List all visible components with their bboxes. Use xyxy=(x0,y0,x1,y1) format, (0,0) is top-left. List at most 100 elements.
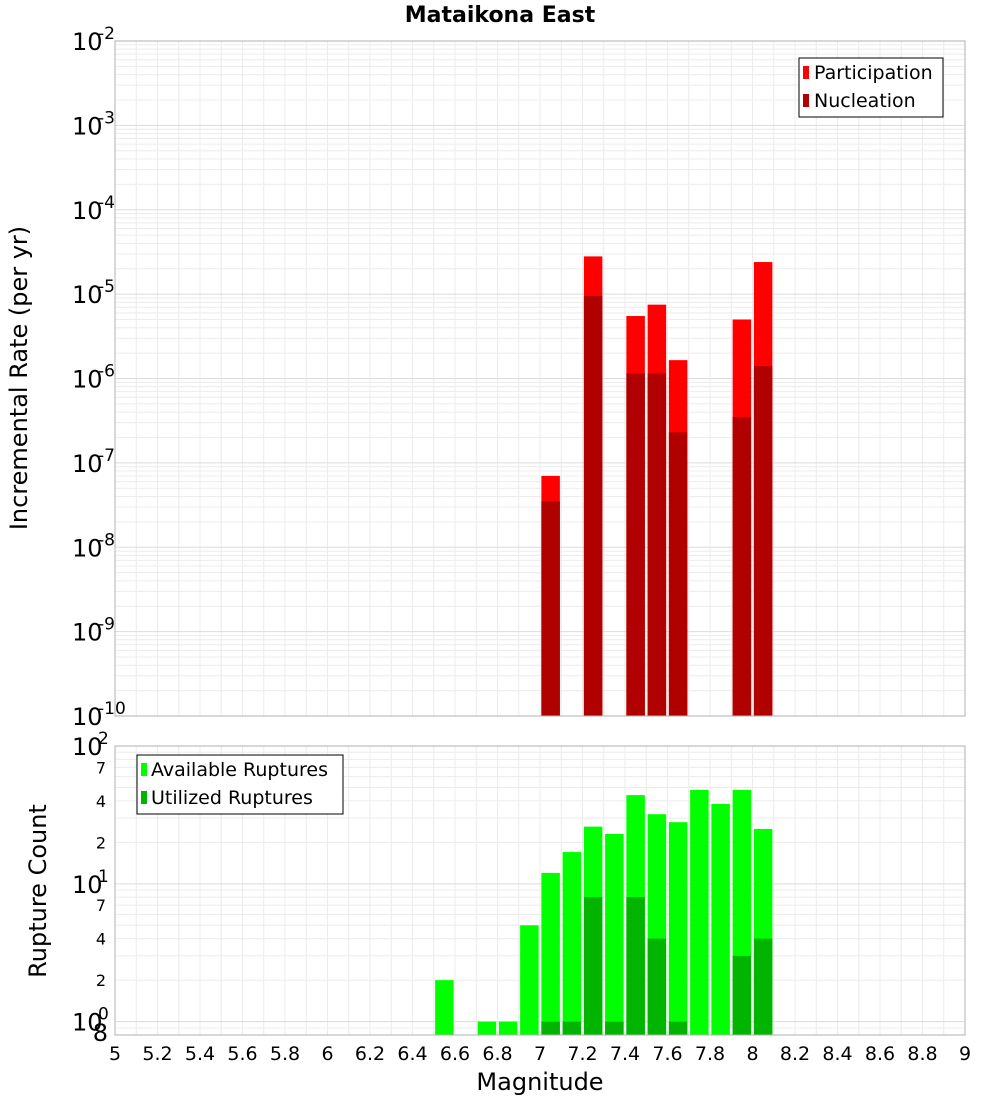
bottom-y-minor-tick: 2 xyxy=(96,971,106,990)
bottom-y-tick-exponent: 0 xyxy=(98,1005,109,1025)
bottom-bar-0 xyxy=(435,980,454,1035)
top-y-tick-base: 10 xyxy=(72,28,103,56)
top-y-tick-base: 10 xyxy=(72,619,103,647)
bottom-bar-1 xyxy=(583,897,603,1035)
chart-title: Mataikona East xyxy=(405,3,596,28)
bottom-bar-0 xyxy=(711,803,730,1035)
x-tick-label: 5.2 xyxy=(142,1043,172,1065)
bottom-bar-1 xyxy=(753,938,773,1035)
top-y-tick-base: 10 xyxy=(72,703,103,731)
top-bar-1 xyxy=(732,416,752,716)
top-legend: Participation Nucleation xyxy=(798,57,944,118)
bottom-bar-0 xyxy=(605,833,624,1035)
x-tick-label: 7.8 xyxy=(695,1043,725,1065)
bottom-bar-1 xyxy=(626,897,645,1035)
bottom-bar-0 xyxy=(690,789,709,1035)
x-tick-label: 8.2 xyxy=(780,1043,810,1065)
bottom-bar-1 xyxy=(647,938,667,1035)
legend-label-nucleation: Nucleation xyxy=(814,90,916,112)
legend-swatch-nucleation xyxy=(803,94,809,107)
legend-swatch-available xyxy=(141,763,147,776)
bottom-bar-1 xyxy=(562,1021,582,1035)
x-tick-label: 5.6 xyxy=(227,1043,257,1065)
legend-label-available: Available Ruptures xyxy=(151,759,328,781)
bottom-bar-0 xyxy=(562,852,582,1035)
bottom-y-minor-tick: 4 xyxy=(96,792,106,811)
bottom-y-minor-tick: 7 xyxy=(96,758,106,777)
top-y-tick-labels: 10-210-310-410-510-610-710-810-910-10 xyxy=(72,24,126,731)
x-tick-label: 6.6 xyxy=(440,1043,470,1065)
bottom-y-minor-tick: 8 xyxy=(93,1019,108,1047)
top-y-tick-exponent: -7 xyxy=(98,446,115,466)
top-y-tick-exponent: -6 xyxy=(98,362,115,382)
top-bar-1 xyxy=(626,373,645,716)
top-y-tick-base: 10 xyxy=(72,366,103,394)
legend-swatch-participation xyxy=(803,66,809,79)
top-y-tick-exponent: -3 xyxy=(98,108,115,128)
x-tick-label: 8.8 xyxy=(907,1043,937,1065)
bottom-legend: Available Ruptures Utilized Ruptures xyxy=(136,754,344,815)
top-panel: 10-210-310-410-510-610-710-810-910-10 In… xyxy=(5,24,966,731)
x-tick-label: 5.8 xyxy=(270,1043,300,1065)
bottom-bars xyxy=(435,789,773,1035)
top-bar-1 xyxy=(583,296,603,716)
top-y-tick-exponent: -4 xyxy=(98,193,115,213)
bottom-y-tick-exponent: 2 xyxy=(98,729,109,749)
top-y-tick-base: 10 xyxy=(72,450,103,478)
bottom-bar-0 xyxy=(520,925,539,1035)
x-tick-label: 8 xyxy=(746,1043,758,1065)
top-y-tick-exponent: -8 xyxy=(98,530,115,550)
x-axis-label: Magnitude xyxy=(476,1068,603,1096)
legend-label-participation: Participation xyxy=(814,62,933,84)
x-tick-label: 5.4 xyxy=(185,1043,215,1065)
x-tick-label: 9 xyxy=(959,1043,971,1065)
x-tick-label: 6.2 xyxy=(355,1043,385,1065)
top-bar-1 xyxy=(668,432,688,716)
bottom-y-axis-label: Rupture Count xyxy=(24,804,52,978)
x-tick-label: 7 xyxy=(534,1043,546,1065)
top-y-tick-exponent: -10 xyxy=(98,699,126,719)
bottom-y-minor-tick: 2 xyxy=(96,833,106,852)
bottom-y-minor-tick: 7 xyxy=(96,896,106,915)
bottom-y-tick-base: 10 xyxy=(72,1009,103,1037)
legend-swatch-utilized xyxy=(141,791,147,804)
bottom-y-tick-base: 10 xyxy=(72,871,103,899)
top-y-tick-base: 10 xyxy=(72,197,103,225)
x-tick-label: 8.6 xyxy=(865,1043,895,1065)
top-bar-1 xyxy=(541,501,560,716)
x-tick-label: 6.4 xyxy=(397,1043,427,1065)
x-tick-label: 7.4 xyxy=(610,1043,640,1065)
top-y-axis-label: Incremental Rate (per yr) xyxy=(5,226,33,530)
top-plot-frame xyxy=(114,40,966,717)
top-y-tick-base: 10 xyxy=(72,534,103,562)
bottom-bar-0 xyxy=(541,872,560,1035)
bottom-legend-box xyxy=(136,754,344,815)
x-tick-labels: 5 5.2 5.4 5.6 5.8 6 6.2 6.4 6.6 6.8 7 7.2 7.4 7.6 7.8 8… xyxy=(109,1043,971,1065)
x-tick-label: 7.6 xyxy=(652,1043,682,1065)
x-tick-label: 5 xyxy=(109,1043,121,1065)
top-legend-box xyxy=(798,57,944,118)
bottom-y-tick-exponent: 1 xyxy=(98,867,109,887)
top-y-tick-exponent: -5 xyxy=(98,277,115,297)
top-bar-1 xyxy=(647,373,667,716)
top-y-tick-base: 10 xyxy=(72,112,103,140)
bottom-bar-1 xyxy=(605,1021,624,1035)
top-y-tick-exponent: -9 xyxy=(98,615,115,635)
bottom-y-minor-tick: 4 xyxy=(96,930,106,949)
top-bar-1 xyxy=(753,366,773,716)
legend-label-utilized: Utilized Ruptures xyxy=(151,787,313,809)
top-y-tick-exponent: -2 xyxy=(98,24,115,44)
bottom-bar-1 xyxy=(668,1021,688,1035)
bottom-plot-frame xyxy=(114,745,966,1036)
top-y-tick-base: 10 xyxy=(72,281,103,309)
bottom-bar-0 xyxy=(498,1021,518,1035)
bottom-y-tick-base: 10 xyxy=(72,733,103,761)
top-bars xyxy=(541,256,773,716)
top-grid xyxy=(114,41,966,717)
bottom-bar-0 xyxy=(477,1021,497,1035)
bottom-bar-0 xyxy=(668,822,688,1035)
bottom-bar-1 xyxy=(732,955,752,1035)
